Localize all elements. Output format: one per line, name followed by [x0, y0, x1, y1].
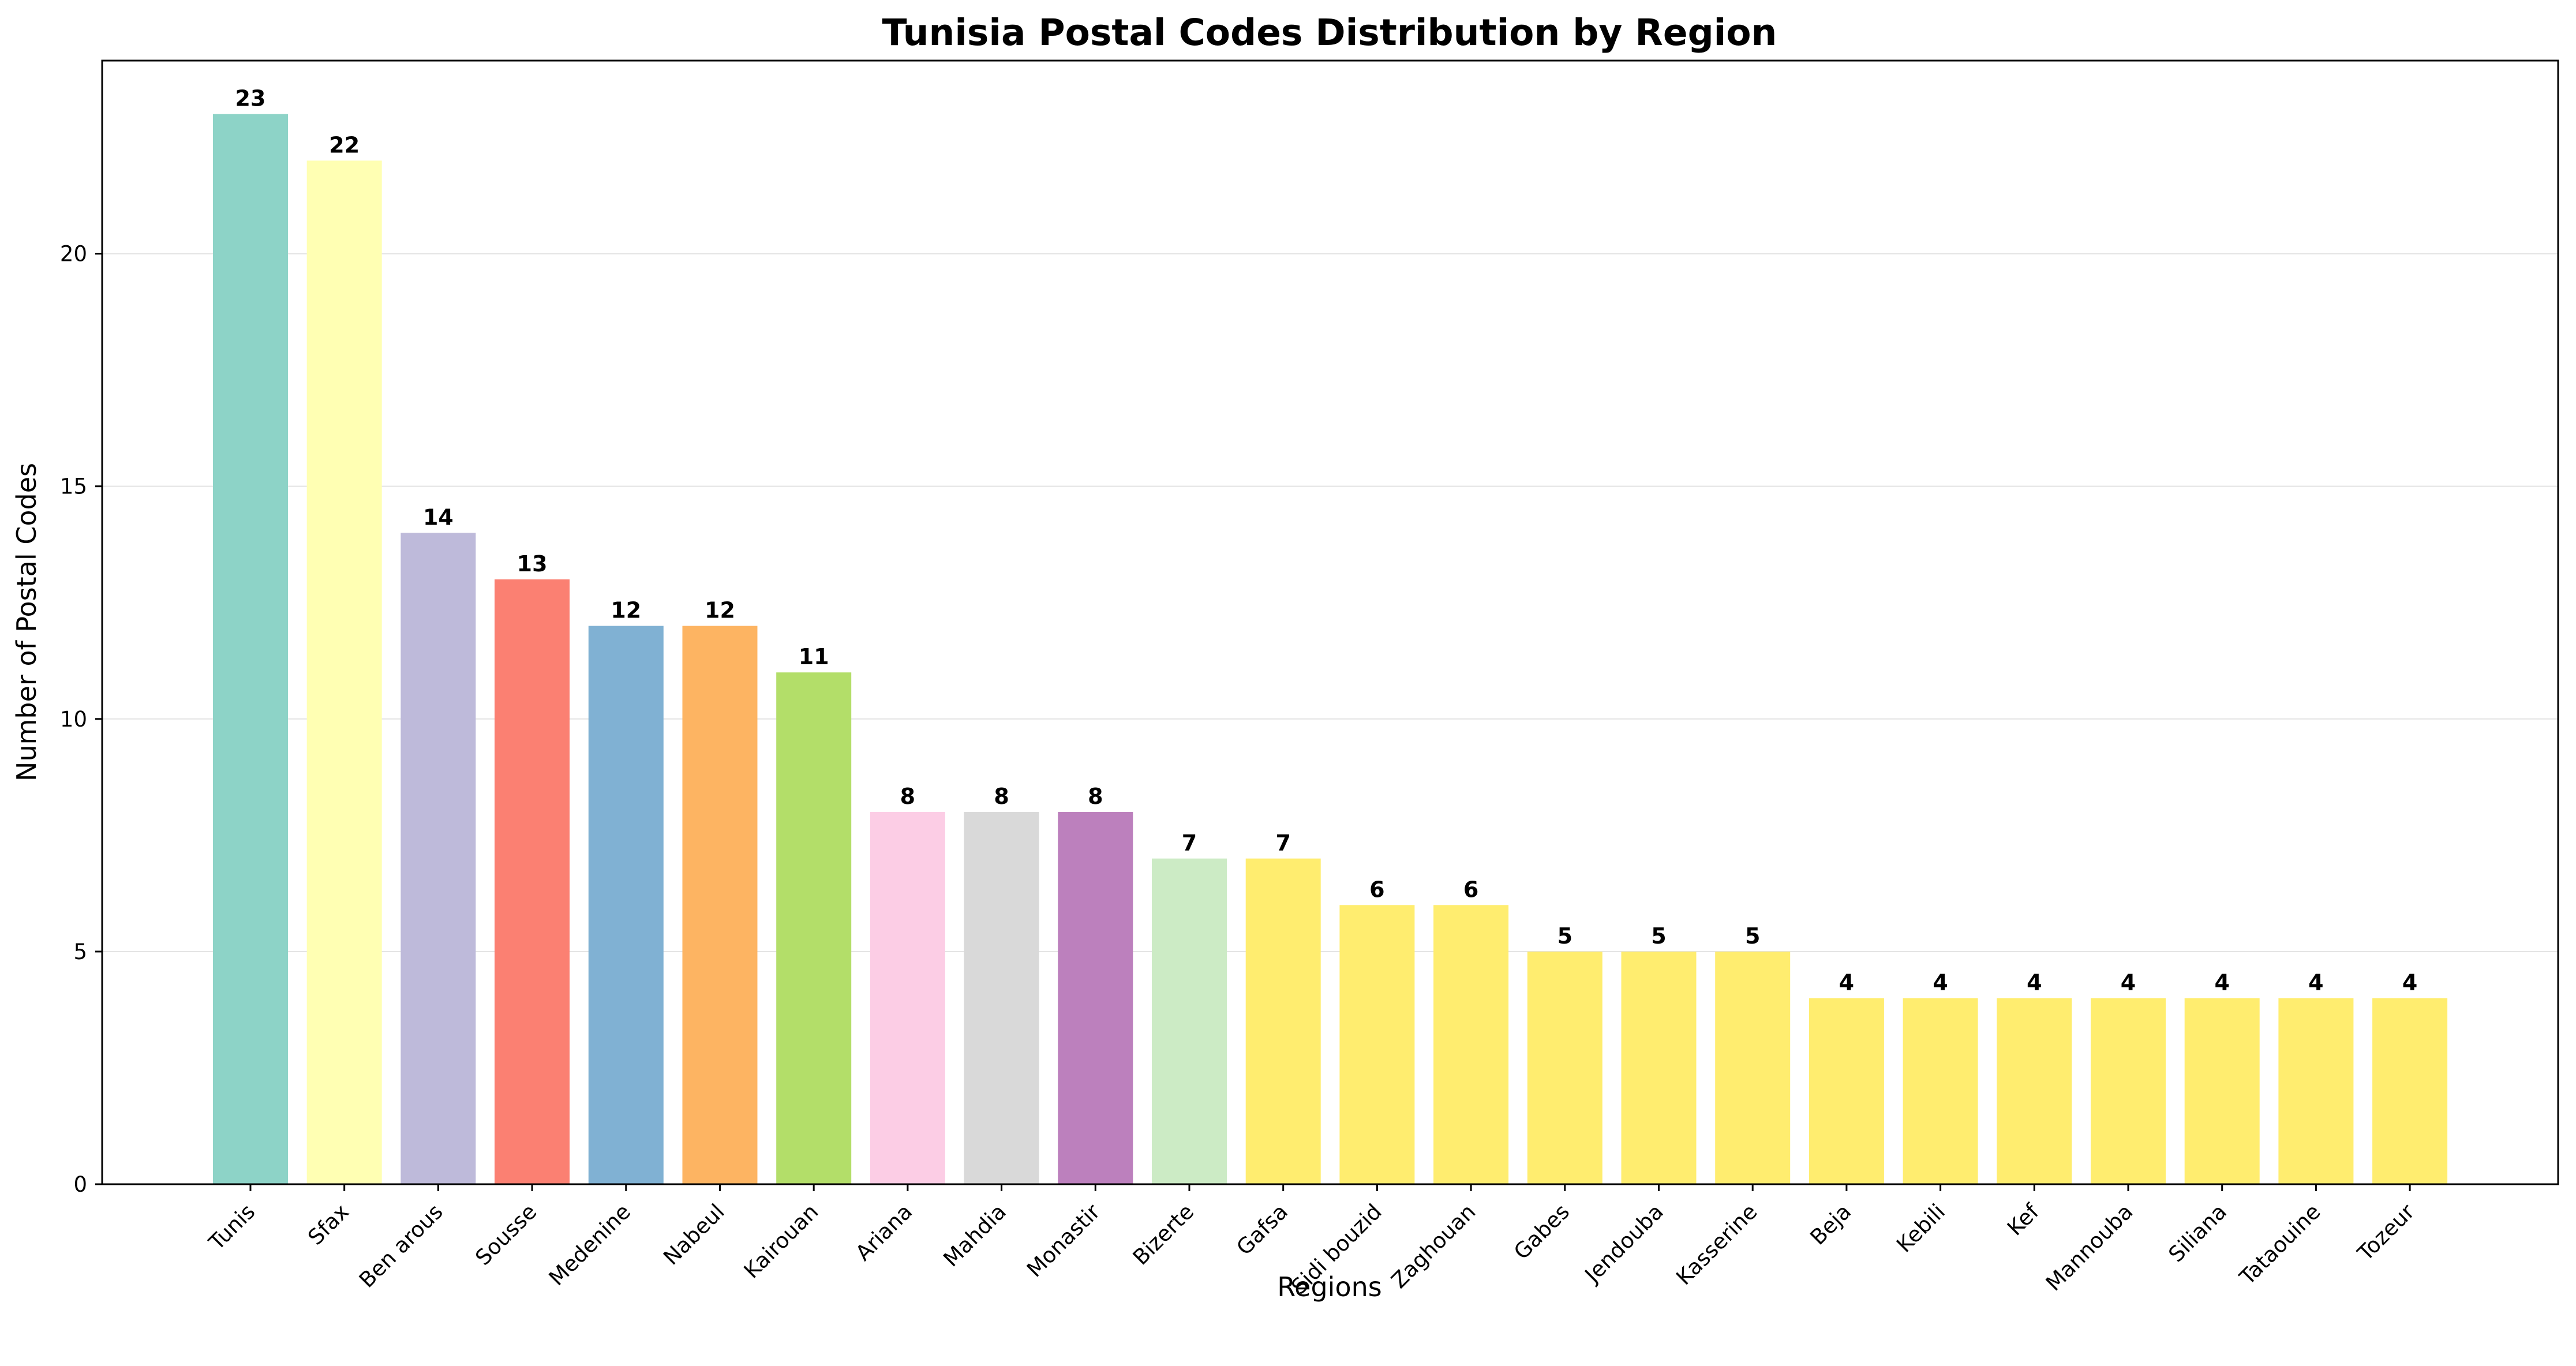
bar-ben-arous — [400, 533, 476, 1184]
x-tick-label-medenine: Medenine — [544, 1199, 635, 1290]
bar-kef — [1997, 998, 2072, 1184]
value-label-sfax: 22 — [329, 132, 360, 158]
x-tick-label-tataouine: Tataouine — [2234, 1199, 2326, 1290]
x-tick-label-gabes: Gabes — [1509, 1199, 1574, 1264]
y-tick-label: 20 — [60, 242, 87, 267]
value-label-jendouba: 5 — [1651, 923, 1666, 949]
bar-sfax — [306, 160, 382, 1184]
value-label-tataouine: 4 — [2308, 970, 2323, 996]
bar-bizerte — [1152, 858, 1227, 1184]
x-tick-label-monastir: Monastir — [1022, 1199, 1105, 1282]
x-tick-label-mahdia: Mahdia — [938, 1199, 1011, 1272]
x-tick-label-sousse: Sousse — [470, 1199, 541, 1270]
bar-medenine — [588, 626, 664, 1184]
y-axis-title: Number of Postal Codes — [11, 463, 42, 781]
bar-zaghouan — [1433, 905, 1509, 1184]
bar-jendouba — [1621, 951, 1697, 1184]
x-tick-label-kasserine: Kasserine — [1671, 1199, 1762, 1290]
value-label-tozeur: 4 — [2402, 970, 2417, 996]
bar-kebili — [1903, 998, 1978, 1184]
x-tick-label-kebili: Kebili — [1892, 1199, 1950, 1258]
x-tick-label-kef: Kef — [2002, 1199, 2044, 1240]
x-tick-label-jendouba: Jendouba — [1579, 1199, 1668, 1288]
value-label-sousse: 13 — [517, 551, 548, 577]
x-tick-label-tunis: Tunis — [204, 1199, 260, 1255]
value-label-kef: 4 — [2027, 970, 2042, 996]
bar-ariana — [870, 812, 945, 1184]
x-tick-label-bizerte: Bizerte — [1128, 1199, 1199, 1270]
y-tick-label: 10 — [60, 707, 87, 732]
value-label-gafsa: 7 — [1275, 830, 1290, 856]
value-label-siliana: 4 — [2214, 970, 2229, 996]
bar-tozeur — [2372, 998, 2448, 1184]
value-label-bizerte: 7 — [1182, 830, 1197, 856]
x-tick-label-beja: Beja — [1806, 1199, 1856, 1250]
bar-gabes — [1527, 951, 1602, 1184]
bars — [213, 114, 2448, 1185]
bar-sidi-bouzid — [1339, 905, 1415, 1184]
plot-frame — [101, 59, 2559, 1185]
x-tick-label-ariana: Ariana — [851, 1199, 917, 1266]
bar-mannouba — [2091, 998, 2166, 1184]
bar-kasserine — [1715, 951, 1791, 1184]
value-label-gabes: 5 — [1557, 923, 1572, 949]
x-tick-label-sfax: Sfax — [303, 1199, 354, 1250]
bar-kairouan — [776, 672, 852, 1184]
x-tick-label-tozeur: Tozeur — [2353, 1199, 2420, 1266]
value-label-kairouan: 11 — [799, 644, 829, 669]
x-tick-label-siliana: Siliana — [2164, 1199, 2231, 1267]
bar-siliana — [2184, 998, 2260, 1184]
x-tick-label-zaghouan: Zaghouan — [1387, 1199, 1481, 1293]
value-label-tunis: 23 — [235, 86, 266, 111]
value-label-medenine: 12 — [611, 598, 641, 623]
x-tick-label-gafsa: Gafsa — [1231, 1199, 1293, 1260]
value-label-ariana: 8 — [900, 784, 915, 809]
value-label-monastir: 8 — [1088, 784, 1103, 809]
value-label-beja: 4 — [1839, 970, 1854, 996]
x-tick-label-nabeul: Nabeul — [658, 1199, 729, 1270]
bar-nabeul — [682, 626, 758, 1184]
value-label-ben-arous: 14 — [423, 504, 454, 530]
y-tick-label: 15 — [60, 474, 87, 499]
value-label-nabeul: 12 — [705, 598, 735, 623]
y-tick-label: 5 — [73, 940, 87, 964]
x-axis-title: Regions — [1277, 1271, 1381, 1303]
bar-mahdia — [964, 812, 1039, 1184]
bar-tataouine — [2278, 998, 2354, 1184]
value-label-kasserine: 5 — [1745, 923, 1760, 949]
bar-sousse — [495, 579, 570, 1184]
bar-tunis — [213, 114, 288, 1185]
bar-gafsa — [1245, 858, 1321, 1184]
value-label-zaghouan: 6 — [1463, 877, 1478, 902]
value-label-mannouba: 4 — [2121, 970, 2136, 996]
x-tick-label-kairouan: Kairouan — [739, 1199, 823, 1283]
bar-beja — [1809, 998, 1884, 1184]
y-axis-ticks: 0 5 10 15 20 — [60, 242, 102, 1197]
x-tick-label-mannouba: Mannouba — [2041, 1199, 2137, 1296]
chart-title: Tunisia Postal Codes Distribution by Reg… — [882, 12, 1777, 54]
value-label-sidi-bouzid: 6 — [1369, 877, 1384, 902]
x-tick-label-ben-arous: Ben arous — [354, 1199, 448, 1293]
y-tick-label: 0 — [73, 1172, 87, 1197]
bar-monastir — [1058, 812, 1133, 1184]
value-label-mahdia: 8 — [994, 784, 1009, 809]
value-label-kebili: 4 — [1933, 970, 1948, 996]
value-labels: 23 22 14 13 12 12 11 8 8 8 7 7 6 6 5 5 5 4 4 4 4 4 4 4 — [235, 86, 2418, 996]
